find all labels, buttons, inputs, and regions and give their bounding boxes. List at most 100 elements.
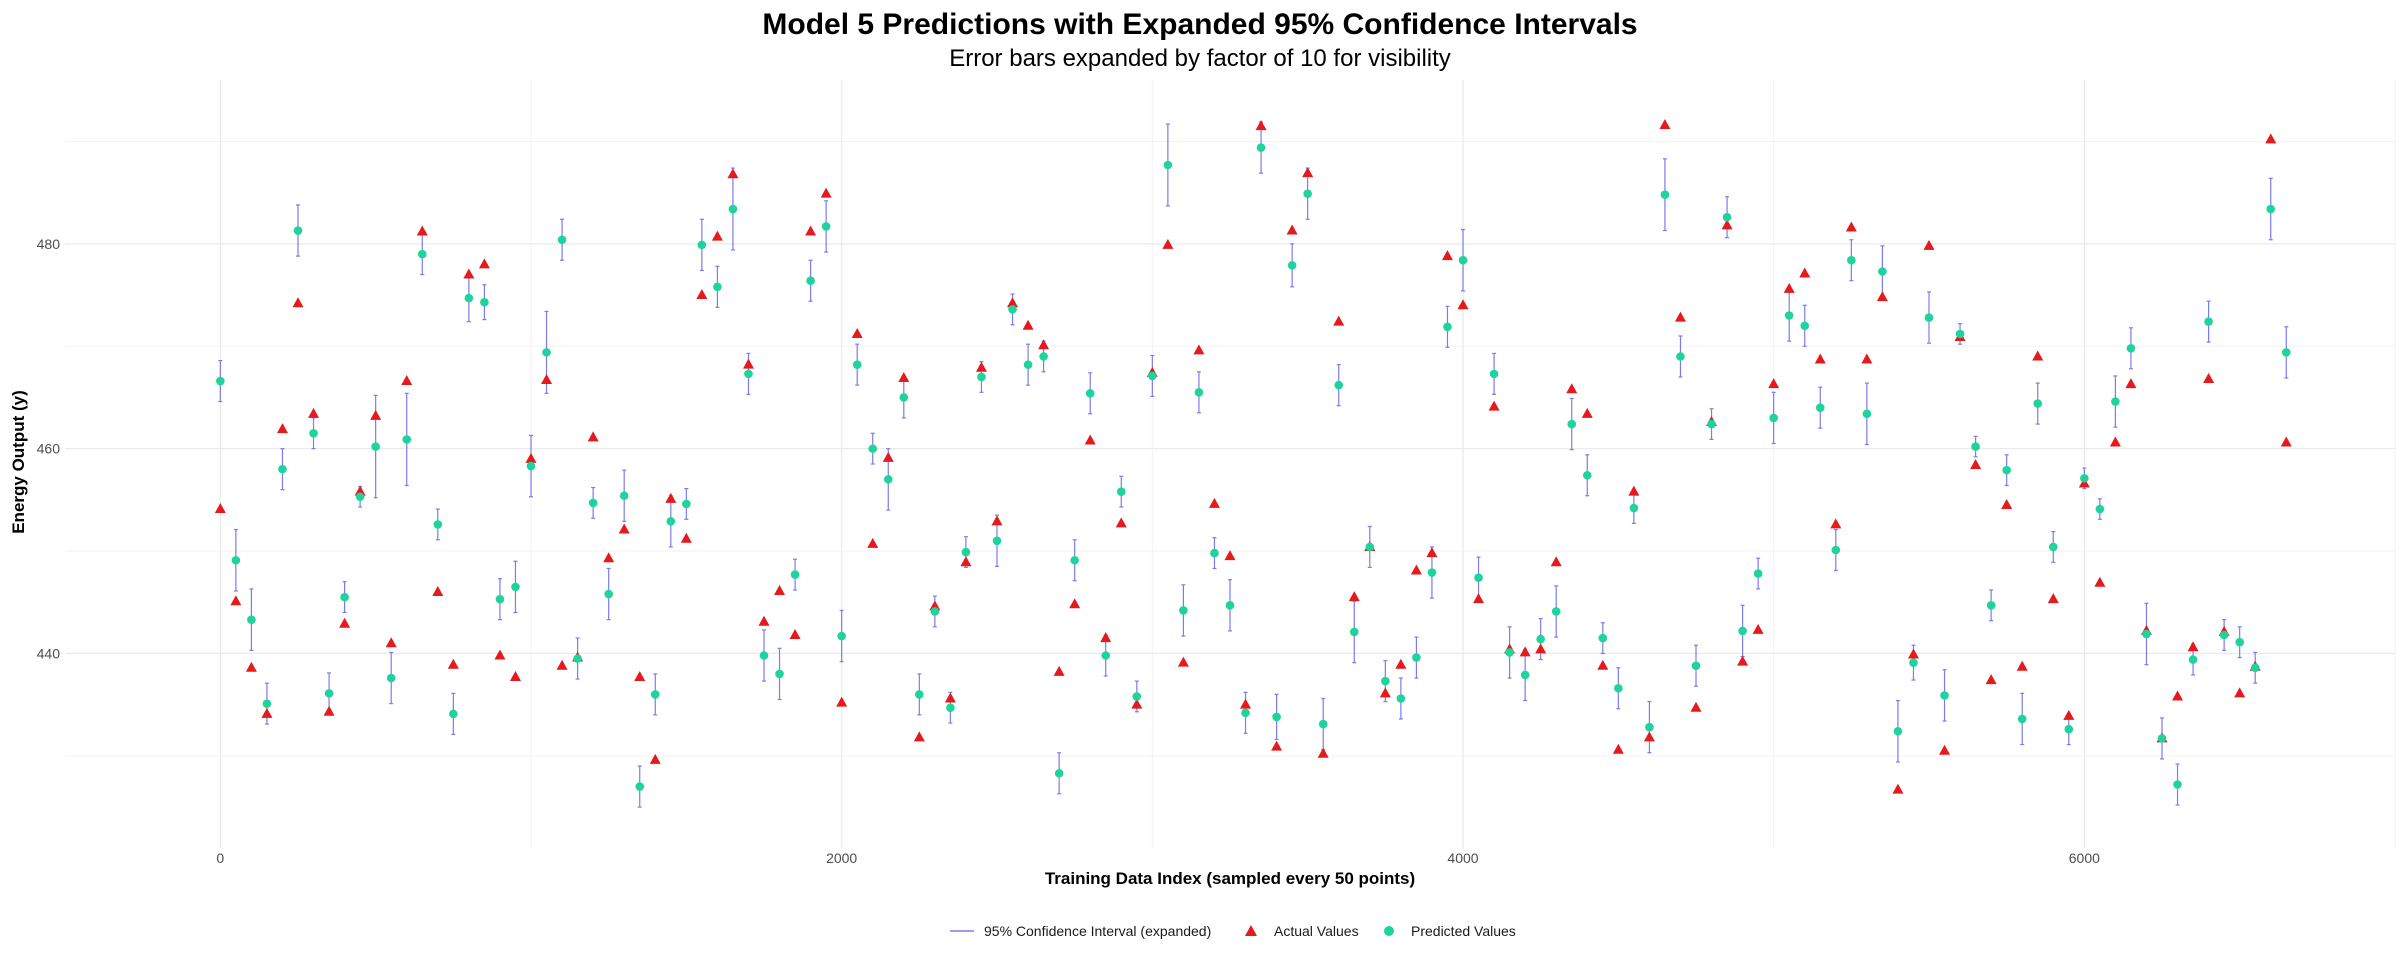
actual-point	[1876, 291, 1888, 302]
predicted-point	[511, 582, 520, 592]
actual-point	[1628, 485, 1640, 496]
actual-point	[1115, 517, 1127, 528]
predicted-point	[231, 555, 241, 565]
actual-point	[385, 637, 397, 648]
predicted-point	[1986, 601, 1996, 610]
predicted-point	[1676, 352, 1685, 361]
actual-point	[2187, 641, 2199, 652]
actual-point	[1333, 315, 1345, 326]
legend-ci-label: 95% Confidence Interval (expanded)	[984, 923, 1211, 939]
predicted-point	[1474, 573, 1483, 582]
actual-point	[245, 661, 257, 672]
predicted-point	[1132, 692, 1142, 701]
actual-point	[1177, 656, 1189, 667]
predicted-point	[1085, 389, 1095, 398]
actual-point	[308, 407, 320, 418]
predicted-point	[899, 393, 909, 402]
predicted-point	[868, 444, 878, 453]
predicted-point	[1458, 255, 1468, 265]
actual-point	[696, 289, 708, 300]
predicted-point	[1334, 380, 1344, 390]
predicted-point	[1614, 683, 1623, 693]
x-axis-title: Training Data Index (sampled every 50 po…	[1045, 869, 1415, 888]
actual-point	[742, 358, 754, 369]
predicted-point	[883, 475, 893, 484]
actual-point	[1985, 674, 1997, 685]
actual-point	[1845, 221, 1857, 232]
actual-point	[2047, 593, 2059, 604]
actual-point	[1302, 167, 1314, 178]
actual-point	[1379, 687, 1391, 698]
predicted-point	[1971, 442, 1980, 451]
actual-point	[1892, 783, 1904, 794]
predicted-point	[1318, 719, 1328, 729]
actual-point	[1084, 434, 1096, 445]
predicted-point	[946, 703, 955, 713]
predicted-point	[1520, 670, 1530, 680]
actual-point	[975, 361, 987, 372]
predicted-point	[216, 376, 225, 386]
predicted-point	[1738, 626, 1747, 636]
predicted-point	[806, 276, 815, 286]
actual-point	[1799, 267, 1811, 278]
predicted-point	[278, 464, 287, 474]
predicted-point	[480, 297, 489, 307]
actual-point	[587, 431, 599, 442]
predicted-point	[417, 249, 427, 259]
actual-point	[276, 423, 288, 434]
predicted-point	[1893, 726, 1903, 736]
predicted-point	[573, 654, 582, 663]
actual-point	[898, 371, 910, 382]
actual-point	[1830, 518, 1842, 529]
actual-point	[261, 707, 273, 718]
actual-point	[944, 692, 956, 703]
grid	[65, 80, 2396, 848]
predicted-point	[1847, 255, 1856, 265]
actual-point	[1473, 593, 1485, 604]
predicted-point	[2188, 655, 2198, 664]
predicted-point	[992, 536, 1002, 546]
actual-point	[214, 503, 226, 514]
predicted-point	[759, 651, 769, 660]
actual-point	[1535, 643, 1547, 654]
predicted-point	[371, 442, 380, 451]
predicted-point	[961, 547, 971, 557]
actual-point	[1457, 299, 1469, 310]
actual-point	[416, 225, 428, 236]
actual-point	[1488, 400, 1500, 411]
predicted-point	[2157, 734, 2167, 743]
actual-values-series	[214, 119, 2292, 794]
predicted-point	[1365, 542, 1375, 552]
predicted-point	[619, 491, 629, 501]
actual-point	[1038, 339, 1050, 350]
actual-point	[509, 670, 521, 681]
predicted-point	[635, 782, 645, 791]
actual-point	[494, 649, 506, 660]
predicted-point	[247, 615, 256, 624]
predicted-point	[1396, 694, 1406, 703]
actual-point	[1768, 378, 1780, 389]
actual-point	[2001, 498, 2013, 509]
predicted-point	[1412, 653, 1421, 662]
actual-point	[1939, 744, 1951, 755]
predicted-point	[728, 204, 738, 214]
y-tick-label: 460	[37, 441, 61, 457]
predicted-point	[1070, 555, 1079, 565]
predicted-point	[1567, 419, 1577, 429]
actual-point	[1737, 655, 1749, 666]
y-tick-label: 480	[37, 236, 61, 252]
actual-point	[1643, 731, 1655, 742]
predicted-point	[1955, 329, 1965, 339]
actual-point	[463, 268, 475, 279]
actual-point	[1674, 311, 1686, 322]
actual-point	[1441, 250, 1453, 261]
actual-point	[711, 230, 723, 241]
predicted-point	[744, 369, 753, 379]
actual-point	[447, 658, 459, 669]
predicted-point	[1287, 261, 1297, 270]
predicted-point	[1443, 322, 1452, 332]
predicted-point	[682, 499, 691, 509]
predicted-point	[2002, 465, 2011, 475]
predicted-point	[1924, 313, 1934, 322]
actual-point	[1224, 550, 1236, 561]
